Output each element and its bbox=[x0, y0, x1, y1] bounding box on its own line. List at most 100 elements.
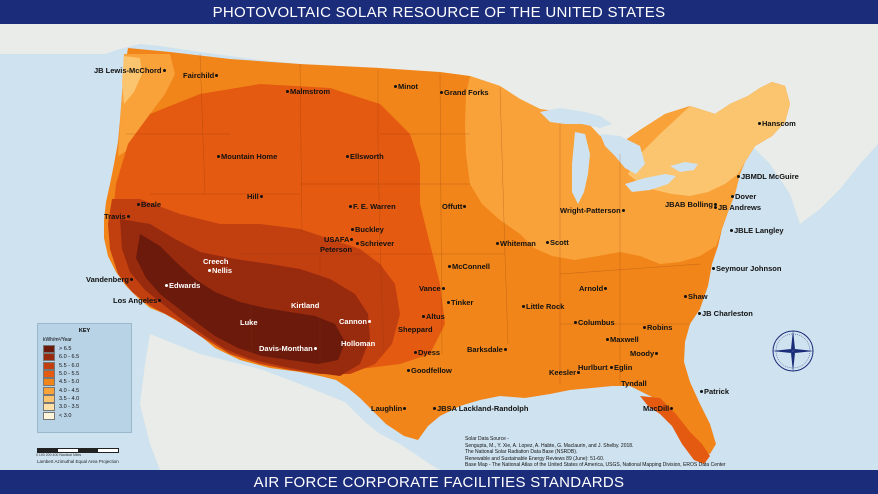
legend-item: 4.5 - 5.0 bbox=[43, 378, 131, 387]
legend-item-label: 6.0 - 6.5 bbox=[59, 354, 80, 361]
base-label-creech: Creech bbox=[203, 257, 229, 266]
source-citation: Solar Data Source - Sengupta, M., Y. Xie… bbox=[465, 436, 795, 469]
base-label-maxwell: Maxwell bbox=[605, 336, 639, 344]
gulf-of-mexico bbox=[440, 394, 690, 470]
base-label-jble-langley: JBLE Langley bbox=[729, 227, 784, 235]
projection-note: Lambert Azimuthal Equal Area Projection bbox=[37, 459, 119, 464]
legend-item: 6.0 - 6.5 bbox=[43, 353, 131, 362]
base-label-barksdale: Barksdale bbox=[467, 346, 508, 354]
base-label-kirtland: Kirtland bbox=[291, 301, 320, 310]
base-label-peterson: Peterson bbox=[320, 245, 353, 254]
base-label-shaw: Shaw bbox=[683, 293, 708, 301]
base-label-buckley: Buckley bbox=[350, 226, 384, 234]
base-label-malmstrom: Malmstrom bbox=[285, 88, 330, 96]
legend-swatch bbox=[43, 411, 55, 420]
base-label-offutt: Offutt bbox=[442, 203, 467, 211]
base-label-minot: Minot bbox=[393, 83, 418, 91]
mexico-land bbox=[140, 334, 440, 470]
base-label-vance: Vance bbox=[419, 285, 446, 293]
scale-bar bbox=[37, 448, 119, 453]
source-line: Solar Data Source - bbox=[465, 436, 509, 442]
legend-item: 4.0 - 4.5 bbox=[43, 386, 131, 395]
base-label-jbab-bolling: JBAB Bolling bbox=[665, 201, 718, 209]
legend-swatch bbox=[43, 394, 55, 403]
base-label-dover: Dover bbox=[730, 193, 756, 201]
band-3-5-4-0-washington-coast bbox=[122, 56, 142, 104]
band-3-5-4-0-northeast bbox=[628, 82, 790, 196]
legend-item: 5.0 - 5.5 bbox=[43, 370, 131, 379]
legend-rows: > 6.5 6.0 - 6.5 5.5 - 6.0 5.0 - 5.5 4.5 - 5.… bbox=[38, 345, 131, 420]
base-label-eglin: Eglin bbox=[609, 364, 632, 372]
base-label-moody: Moody bbox=[630, 350, 659, 358]
legend-item: < 3.0 bbox=[43, 411, 131, 420]
base-label-jbsa-lackland-randolph: JBSA Lackland-Randolph bbox=[432, 405, 528, 413]
base-label-fairchild: Fairchild bbox=[183, 72, 219, 80]
base-label-jb-lewis-mcchord: JB Lewis-McChord bbox=[94, 67, 167, 75]
lake-ontario bbox=[670, 162, 698, 172]
footer-bar: AIR FORCE CORPORATE FACILITIES STANDARDS bbox=[0, 470, 878, 494]
lake-michigan bbox=[572, 132, 590, 204]
base-label-luke: Luke bbox=[240, 318, 258, 327]
lake-superior bbox=[540, 108, 612, 128]
base-label-jb-andrews: JB Andrews bbox=[713, 204, 761, 212]
base-label-keesler: Keesler bbox=[549, 369, 581, 377]
base-label-nellis: Nellis bbox=[207, 267, 232, 275]
base-label-little-rock: Little Rock bbox=[521, 303, 564, 311]
legend-swatch bbox=[43, 370, 55, 379]
compass-rose-icon bbox=[772, 330, 814, 372]
legend-item: > 6.5 bbox=[43, 345, 131, 354]
base-label-travis: Travis bbox=[104, 213, 131, 221]
footer-title: AIR FORCE CORPORATE FACILITIES STANDARDS bbox=[253, 473, 625, 491]
base-label-ellsworth: Ellsworth bbox=[345, 153, 384, 161]
base-label-beale: Beale bbox=[136, 201, 161, 209]
legend-swatch bbox=[43, 353, 55, 362]
florida-peninsula bbox=[640, 396, 710, 464]
base-label-grand-forks: Grand Forks bbox=[439, 89, 489, 97]
base-label-davis-monthan: Davis-Monthan bbox=[259, 345, 318, 353]
legend-item-label: 3.0 - 3.5 bbox=[59, 404, 80, 411]
base-label-patrick: Patrick bbox=[699, 388, 729, 396]
base-label-seymour-johnson: Seymour Johnson bbox=[711, 265, 781, 273]
base-label-holloman: Holloman bbox=[341, 339, 376, 348]
solar-resource-map bbox=[0, 24, 878, 470]
base-label-altus: Altus bbox=[421, 313, 445, 321]
legend-item-label: 4.5 - 5.0 bbox=[59, 379, 80, 386]
base-label-columbus: Columbus bbox=[573, 319, 615, 327]
map-title-bar: PHOTOVOLTAIC SOLAR RESOURCE OF THE UNITE… bbox=[0, 0, 878, 24]
map-legend: KEY kWh/m²/Year > 6.5 6.0 - 6.5 5.5 - 6.0 5… bbox=[37, 323, 132, 433]
map-title: PHOTOVOLTAIC SOLAR RESOURCE OF THE UNITE… bbox=[212, 3, 666, 21]
lake-huron bbox=[600, 134, 645, 174]
band-gt-6-5-desert bbox=[136, 234, 345, 364]
base-label-fe-warren: F. E. Warren bbox=[348, 203, 396, 211]
source-line: The National Solar Radiation Data Base (… bbox=[465, 449, 578, 455]
legend-title: KEY bbox=[78, 328, 91, 334]
base-label-macdill: MacDill bbox=[643, 405, 674, 413]
source-line: Sengupta, M., Y. Xie, A. Lopez, A. Habte… bbox=[465, 442, 634, 449]
base-label-laughlin: Laughlin bbox=[371, 405, 407, 413]
legend-swatch bbox=[43, 386, 55, 395]
base-label-schriever: Schriever bbox=[355, 240, 394, 248]
legend-swatch bbox=[43, 403, 55, 412]
scale-bar-numbers: 0 100 200 400 Nautical Miles bbox=[36, 453, 82, 457]
source-line: Renewable and Sustainable Energy Reviews… bbox=[465, 455, 605, 462]
base-label-goodfellow: Goodfellow bbox=[406, 367, 452, 375]
base-label-mountain-home: Mountain Home bbox=[216, 153, 277, 161]
canada-land bbox=[0, 24, 878, 224]
base-label-hanscom: Hanscom bbox=[757, 120, 796, 128]
state-borders bbox=[126, 53, 701, 384]
legend-unit: kWh/m²/Year bbox=[43, 337, 72, 343]
base-label-mcconnell: McConnell bbox=[447, 263, 490, 271]
base-label-whiteman: Whiteman bbox=[495, 240, 536, 248]
base-label-wright-patterson: Wright-Patterson bbox=[560, 207, 626, 215]
base-label-robins: Robins bbox=[642, 324, 672, 332]
base-label-cannon: Cannon bbox=[339, 318, 372, 326]
source-line: Base Map - The National Atlas of the Uni… bbox=[465, 462, 726, 468]
base-label-sheppard: Sheppard bbox=[398, 325, 433, 334]
base-label-vandenberg: Vandenberg bbox=[86, 276, 134, 284]
base-label-dyess: Dyess bbox=[413, 349, 440, 357]
base-label-scott: Scott bbox=[545, 239, 569, 247]
base-label-arnold: Arnold bbox=[579, 285, 608, 293]
legend-item: 3.5 - 4.0 bbox=[43, 394, 131, 403]
legend-item-label: 5.5 - 6.0 bbox=[59, 362, 80, 369]
legend-item-label: 3.5 - 4.0 bbox=[59, 395, 80, 402]
